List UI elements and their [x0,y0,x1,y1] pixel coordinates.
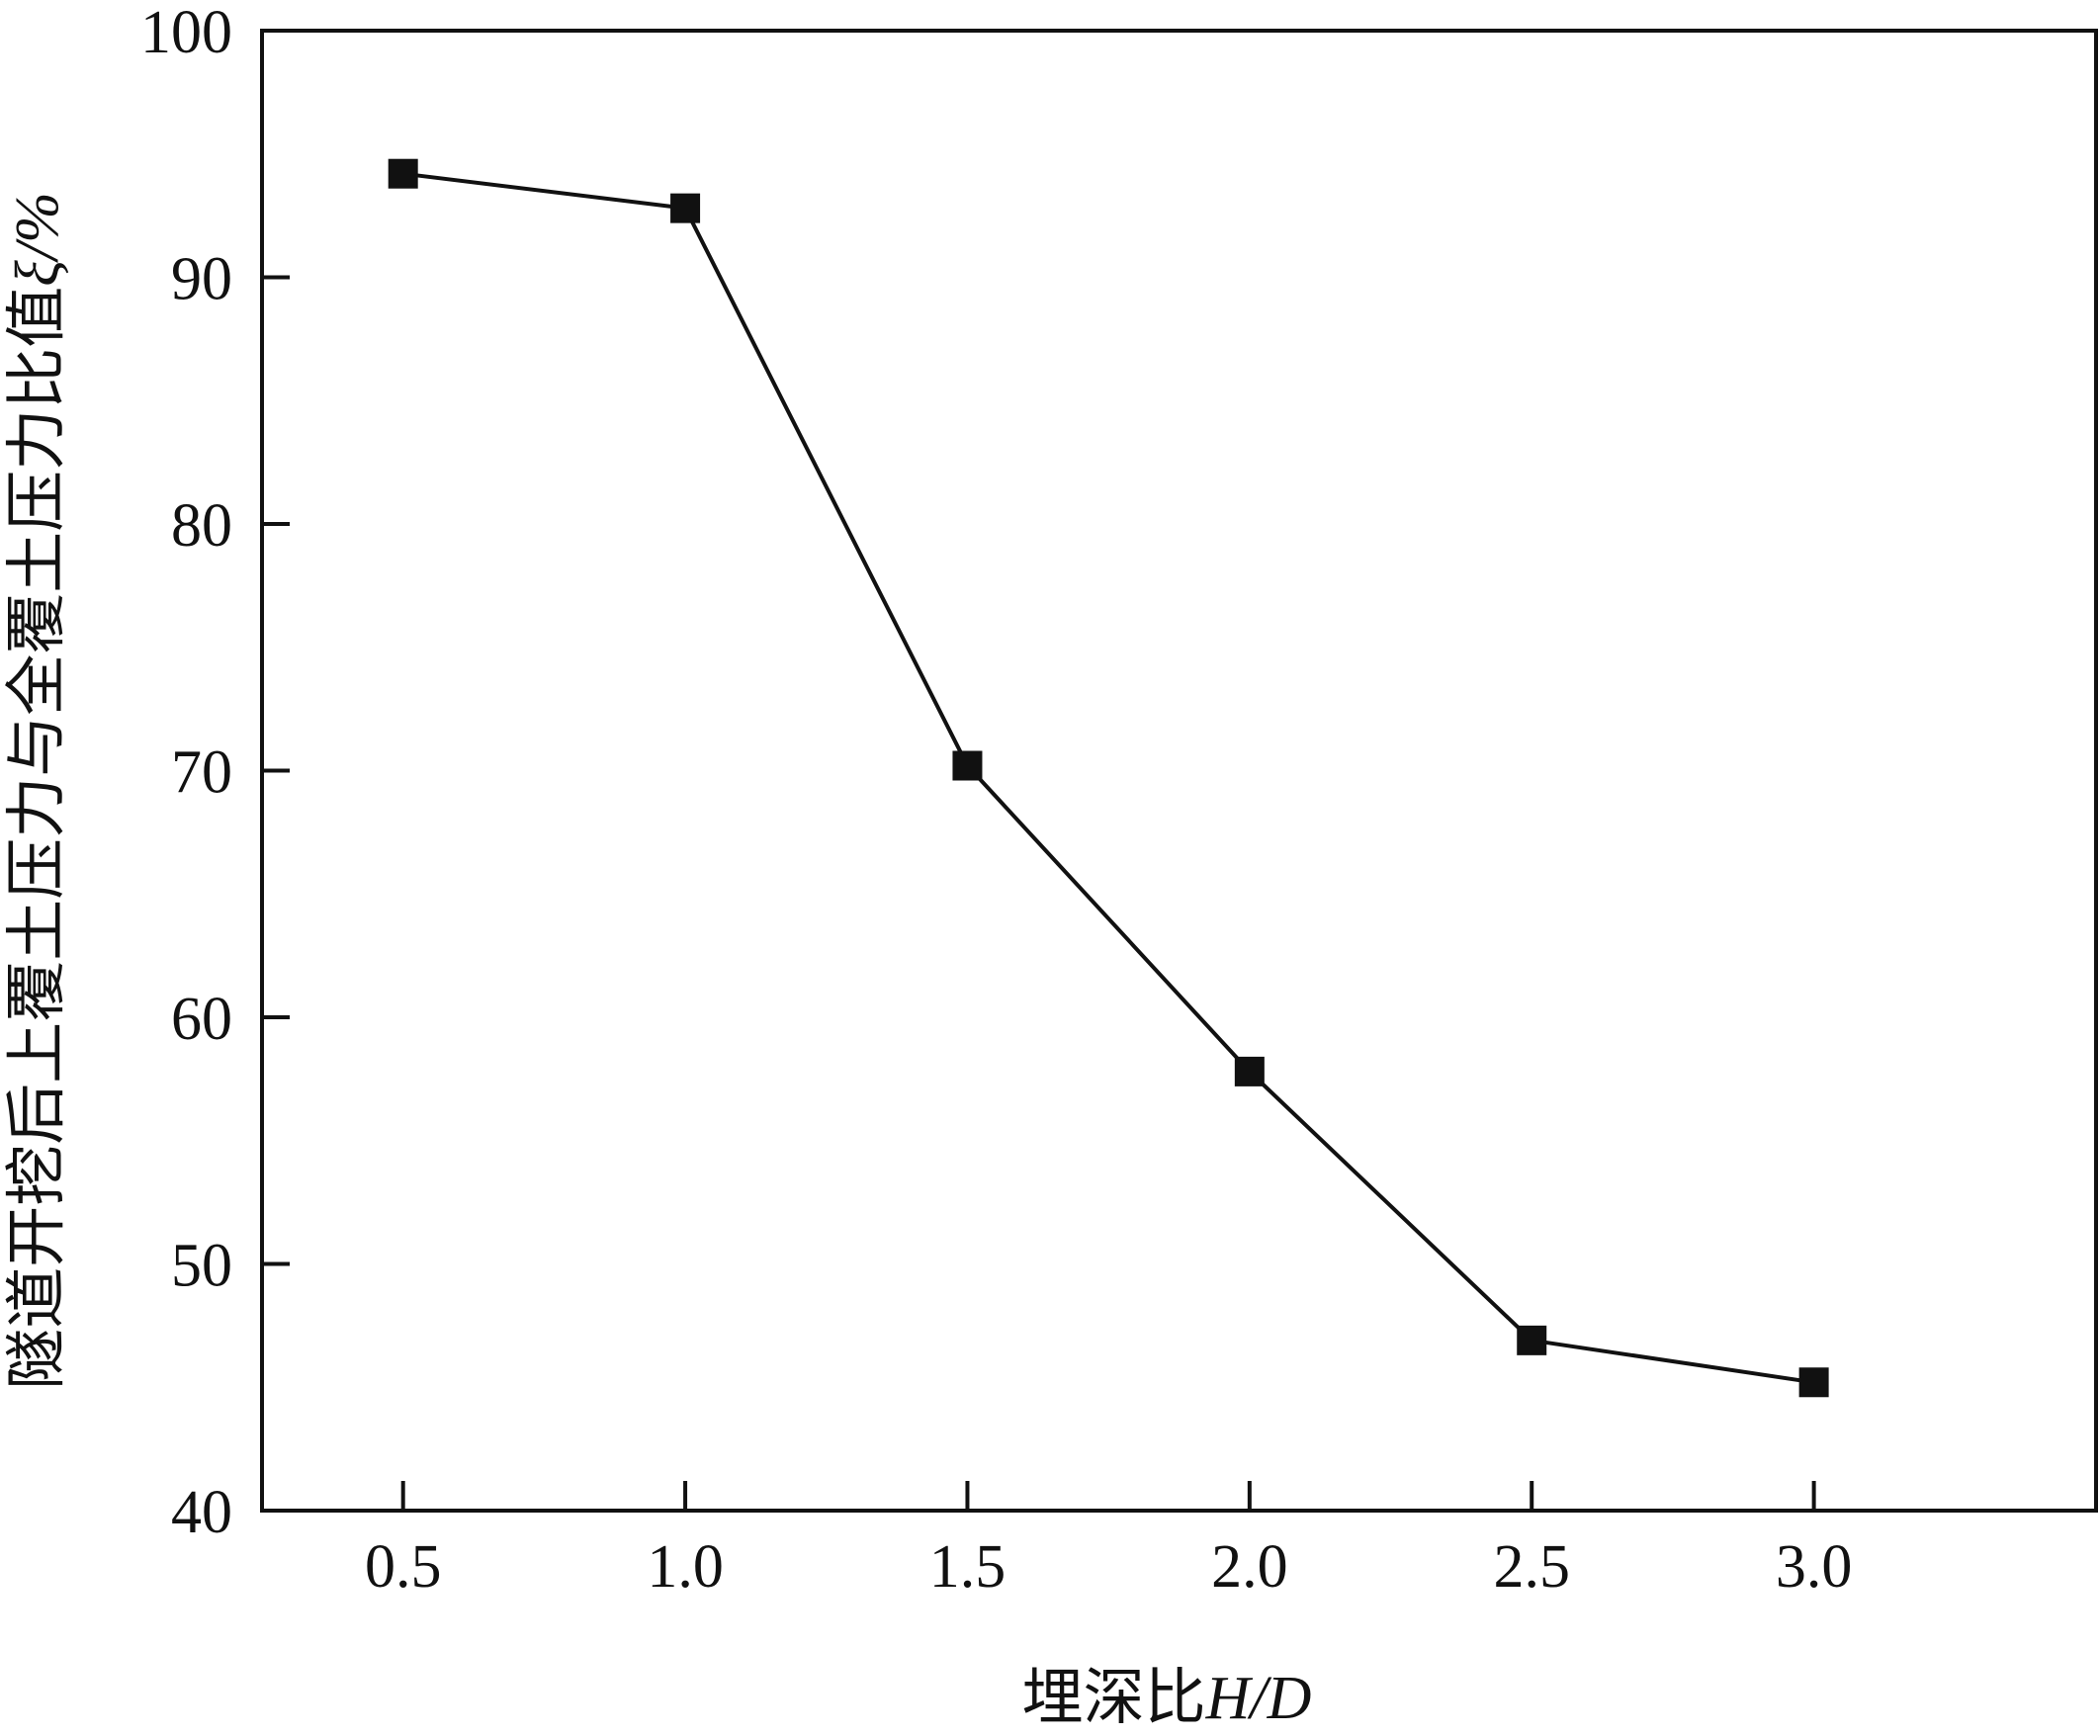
x-tick-label: 2.0 [1211,1533,1288,1601]
data-point-marker [1798,1367,1829,1398]
x-tick-label: 1.0 [647,1533,724,1601]
x-tick-label: 0.5 [365,1533,442,1601]
y-tick-label: 40 [171,1479,232,1546]
y-axis-title: 隧道开挖后上覆土压力与全覆土压力比值ξ/% [0,192,72,1389]
x-axis-title-prefix: 埋深比 [1022,1661,1206,1733]
data-point-marker [952,750,983,781]
x-axis: 0.5 1.0 1.5 2.0 2.5 3.0 [365,1481,1852,1601]
y-tick-label: 100 [140,0,232,66]
data-point-marker [1517,1325,1547,1355]
y-tick-label: 90 [171,246,232,313]
x-tick-label: 2.5 [1493,1533,1570,1601]
series-line [402,171,1814,1385]
y-axis-title-prefix: 隧道开挖后上覆土压力与全覆土压力比值 [0,287,72,1390]
x-tick-label: 1.5 [929,1533,1006,1601]
x-axis-title: 埋深比H/D [1022,1661,1312,1733]
y-axis-title-variable: ξ/% [4,192,71,286]
x-axis-title-variable: H/D [1205,1665,1312,1732]
data-point-marker [1234,1056,1265,1086]
y-tick-label: 50 [171,1233,232,1300]
y-tick-label: 60 [171,986,232,1053]
data-point-marker [670,193,701,223]
plot-frame [260,29,2098,1513]
series-layer [388,158,1829,1398]
y-tick-label: 70 [171,739,232,807]
x-tick-label: 3.0 [1776,1533,1853,1601]
y-axis: 40 50 60 70 80 90 100 [140,0,290,1546]
data-point-marker [388,158,418,189]
y-tick-label: 80 [171,492,232,560]
